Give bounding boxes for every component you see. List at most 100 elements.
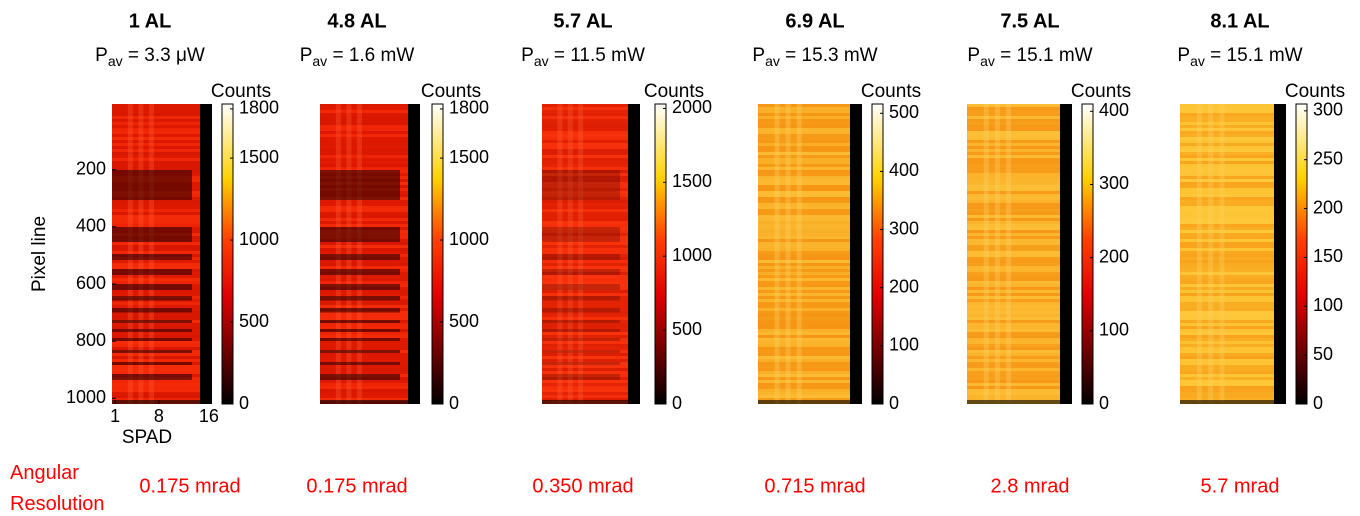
heatmap-row: [1180, 218, 1274, 221]
heatmap-row: [320, 392, 408, 395]
heatmap-row: [112, 389, 200, 392]
heatmap-row: [112, 161, 200, 164]
heatmap-row: [758, 236, 850, 239]
subtitle-subscript: av: [534, 53, 549, 69]
heatmap-row: [967, 170, 1060, 173]
heatmap-row: [758, 176, 850, 179]
heatmap-row: [320, 293, 408, 296]
subtitle-symbol: P: [521, 45, 534, 66]
heatmap-band: [542, 362, 620, 365]
heatmap-row: [758, 110, 850, 113]
heatmap-row: [758, 269, 850, 272]
heatmap-row: [758, 365, 850, 368]
heatmap-row: [758, 281, 850, 284]
heatmap-band: [542, 350, 620, 353]
colorbar-tick-label: 150: [1313, 246, 1343, 266]
heatmap-row: [1180, 230, 1274, 233]
heatmap-row: [320, 116, 408, 119]
heatmap-row: [967, 365, 1060, 368]
heatmap-row: [1180, 134, 1274, 137]
heatmap-row: [542, 317, 628, 320]
heatmap-row: [967, 323, 1060, 326]
heatmap-row: [542, 371, 628, 374]
heatmap-row: [542, 152, 628, 155]
footer-label-line: Resolution: [10, 493, 105, 515]
heatmap-row: [320, 131, 408, 134]
heatmap-band: [112, 284, 192, 290]
colorbar-tick-label: 200: [889, 276, 919, 296]
colorbar-tick-label: 1500: [239, 147, 279, 167]
heatmap-row: [320, 206, 408, 209]
heatmap-band: [542, 284, 620, 290]
subtitle-subscript: av: [1190, 53, 1205, 69]
heatmap-row: [758, 293, 850, 296]
heatmap-row: [1180, 236, 1274, 239]
subtitle-text: = 15.3 mW: [780, 45, 878, 66]
heatmap-row: [542, 344, 628, 347]
heatmap-row: [758, 320, 850, 323]
colorbar-tick-label: 300: [1099, 173, 1129, 193]
heatmap-row: [758, 302, 850, 305]
heatmap-row: [112, 365, 200, 368]
heatmap-row: [758, 266, 850, 269]
angular-resolution: 5.7 mrad: [1201, 475, 1280, 497]
heatmap-row: [967, 107, 1060, 110]
heatmap-row: [112, 263, 200, 266]
heatmap-row: [542, 221, 628, 224]
heatmap-row: [967, 179, 1060, 182]
colorbar-tick-label: 500: [239, 311, 269, 331]
heatmap-row: [758, 182, 850, 185]
heatmap-band: [542, 269, 620, 275]
heatmap-row: [1180, 146, 1274, 149]
heatmap-row: [967, 128, 1060, 131]
heatmap-row: [320, 347, 408, 350]
heatmap-row: [967, 269, 1060, 272]
colorbar-tick-label: 400: [889, 160, 919, 180]
heatmap-row: [758, 227, 850, 230]
heatmap-band: [112, 362, 192, 365]
heatmap-row: [112, 245, 200, 248]
heatmap-row: [1180, 170, 1274, 173]
heatmap-row: [1180, 128, 1274, 131]
subtitle-subscript: av: [108, 53, 123, 69]
heatmap-row: [542, 389, 628, 392]
heatmap-row: [112, 128, 200, 131]
heatmap-row: [112, 209, 200, 212]
heatmap-row: [320, 152, 408, 155]
colorbar-tick-label: 0: [239, 393, 249, 413]
x-tick-label: 1: [110, 406, 120, 426]
heatmap-row: [1180, 239, 1274, 242]
heatmap-row: [758, 197, 850, 200]
heatmap-row: [1180, 266, 1274, 269]
heatmap-row: [758, 299, 850, 302]
heatmap-row: [112, 314, 200, 317]
heatmap-row: [1180, 110, 1274, 113]
heatmap-row: [542, 122, 628, 125]
heatmap-row: [1180, 194, 1274, 197]
heatmap-band: [112, 308, 192, 313]
heatmap-row: [112, 317, 200, 320]
heatmap-row: [758, 248, 850, 251]
colorbar-label: Counts: [421, 81, 481, 102]
heatmap-row: [758, 107, 850, 110]
heatmap-row: [1180, 263, 1274, 266]
heatmap-band: [112, 350, 192, 353]
heatmap-row: [112, 155, 200, 158]
heatmap-row: [1180, 338, 1274, 341]
heatmap-row: [320, 383, 408, 386]
heatmap-row: [758, 380, 850, 383]
heatmap-image: [542, 104, 628, 404]
subtitle-subscript: av: [980, 53, 995, 69]
heatmap-row: [1180, 350, 1274, 353]
heatmap-row: [758, 230, 850, 233]
heatmap-row: [112, 356, 200, 359]
heatmap-row: [1180, 341, 1274, 344]
heatmap-row: [542, 275, 628, 278]
heatmap-row: [1180, 209, 1274, 212]
heatmap-column: [557, 104, 563, 404]
heatmap-row: [1180, 314, 1274, 317]
heatmap-row: [320, 380, 408, 383]
heatmap-band: [112, 296, 192, 301]
heatmap-row: [542, 260, 628, 263]
heatmap-row: [542, 146, 628, 149]
